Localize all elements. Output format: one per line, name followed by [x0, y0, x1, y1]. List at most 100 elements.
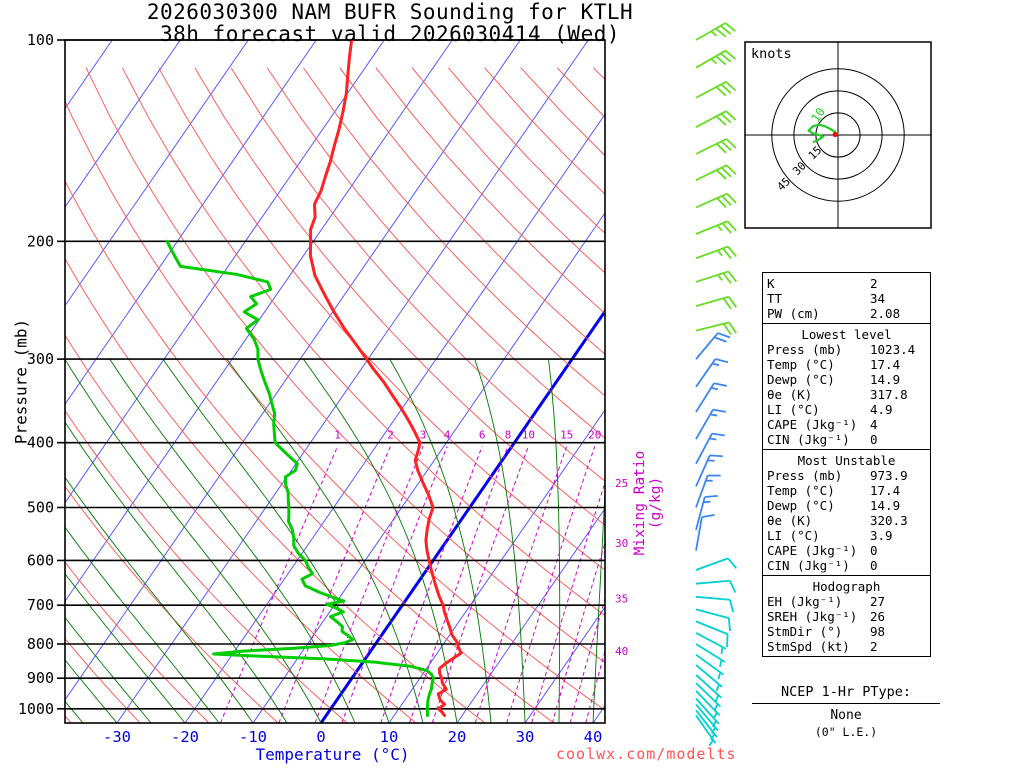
mixing-ratio-value-label: 2: [387, 429, 394, 442]
stat-label: θe (K): [767, 387, 813, 402]
stat-value: 3.9: [870, 528, 893, 543]
temperature-tick-label: 10: [380, 728, 399, 746]
wind-barb: [695, 22, 736, 41]
pressure-tick-label: 500: [27, 498, 54, 516]
wind-barb: [695, 608, 731, 632]
stat-label: LI (°C): [767, 402, 820, 417]
stat-label: StmDir (°): [767, 624, 843, 639]
wind-barb: [695, 620, 729, 648]
background-grid: [65, 40, 605, 723]
stat-value: 0: [870, 543, 878, 558]
stat-row: Dewp (°C) 14.9: [767, 498, 926, 513]
stat-row: CAPE (Jkg⁻¹) 4: [767, 417, 926, 432]
temperature-tick-label: -10: [239, 728, 267, 746]
stat-label: CIN (Jkg⁻¹): [767, 432, 850, 447]
pressure-tick-label: 600: [27, 551, 54, 569]
mixing-ratio-value-label: 30: [615, 537, 628, 550]
stat-value: 4.9: [870, 402, 893, 417]
watermark-text: coolwx.com/modelts: [556, 745, 737, 763]
stat-row: θe (K) 320.3: [767, 513, 926, 528]
stat-row: Dewp (°C) 14.9: [767, 372, 926, 387]
stat-label: EH (Jkg⁻¹): [767, 594, 843, 609]
stat-row: LI (°C) 4.9: [767, 402, 926, 417]
stat-row: SREH (Jkg⁻¹) 26: [767, 609, 926, 624]
wind-barb: [695, 674, 722, 702]
stat-row: Press (mb) 973.9: [767, 468, 926, 483]
wind-barb: [695, 494, 718, 531]
stat-label: LI (°C): [767, 528, 820, 543]
mixing-ratio-value-label: 8: [505, 429, 512, 442]
stat-row: θe (K) 317.8: [767, 387, 926, 402]
stat-value: 17.4: [870, 357, 901, 372]
stat-label: Press (mb): [767, 468, 843, 483]
stat-label: SREH (Jkg⁻¹): [767, 609, 858, 624]
stat-value: 0: [870, 432, 878, 447]
stat-label: θe (K): [767, 513, 813, 528]
ptype-block: NCEP 1-Hr PType: None (0" L.E.): [752, 684, 940, 739]
wind-barb: [695, 358, 729, 388]
mixing-ratio-value-label: 3: [420, 429, 427, 442]
wind-barb: [695, 192, 737, 209]
wind-barb: [695, 220, 737, 235]
stat-value: 2: [870, 276, 878, 291]
stat-label: CIN (Jkg⁻¹): [767, 558, 850, 573]
stat-row: CIN (Jkg⁻¹) 0: [767, 432, 926, 447]
stat-row: PW (cm) 2.08: [767, 306, 926, 321]
plot-border: [64, 39, 606, 724]
stat-value: 320.3: [870, 513, 908, 528]
wind-barb: [695, 557, 737, 571]
ptype-note: (0" L.E.): [814, 725, 878, 739]
pressure-tick-label: 1000: [18, 700, 54, 718]
temperature-curve: [308, 40, 463, 717]
temperature-tick-label: 40: [584, 728, 603, 746]
mixing-ratio-value-label: 35: [615, 593, 628, 606]
mixing-ratio-value-label: 4: [444, 429, 451, 442]
hodograph-ring: [771, 68, 905, 202]
stat-row: EH (Jkg⁻¹) 27: [767, 594, 926, 609]
wind-barb: [695, 110, 737, 128]
pressure-tick-label: 300: [27, 350, 54, 368]
hodograph-trace-label: 10: [808, 105, 828, 125]
wind-barb: [695, 653, 725, 680]
stat-row: CAPE (Jkg⁻¹) 0: [767, 543, 926, 558]
wind-barb: [695, 664, 723, 692]
dewpoint-curve: [165, 239, 435, 717]
stat-value: 317.8: [870, 387, 908, 402]
hodograph-ring: [793, 90, 883, 180]
section-header: Most Unstable: [797, 453, 896, 468]
stat-value: 26: [870, 609, 886, 624]
stat-label: Temp (°C): [767, 483, 835, 498]
pressure-tick-label: 700: [27, 596, 54, 614]
wind-barb: [695, 332, 731, 360]
wind-barb: [695, 382, 727, 413]
wind-barb: [695, 245, 737, 260]
temperature-axis-label: Temperature (°C): [255, 745, 410, 764]
mixing-ratio-value-label: 6: [479, 429, 486, 442]
stat-label: CAPE (Jkg⁻¹): [767, 543, 858, 558]
temperature-tick-label: 20: [448, 728, 467, 746]
stat-row: LI (°C) 3.9: [767, 528, 926, 543]
stat-row: CIN (Jkg⁻¹) 0: [767, 558, 926, 573]
chart-subtitle: 38h forecast valid 2026030414 (Wed): [159, 22, 620, 46]
pressure-tick-label: 800: [27, 635, 54, 653]
stat-row: StmDir (°) 98: [767, 624, 926, 639]
wind-barb: [695, 454, 723, 487]
stat-value: 98: [870, 624, 886, 639]
stat-label: CAPE (Jkg⁻¹): [767, 417, 858, 432]
pressure-tick-label: 400: [27, 434, 54, 452]
stat-label: StmSpd (kt): [767, 639, 850, 654]
stat-value: 973.9: [870, 468, 908, 483]
stat-value: 1023.4: [870, 342, 916, 357]
wind-barb: [695, 643, 726, 667]
wind-barb: [695, 682, 722, 711]
hodograph-trace: [807, 123, 839, 144]
stat-label: PW (cm): [767, 306, 820, 321]
wind-barb: [695, 164, 737, 181]
stat-label: K: [767, 276, 775, 291]
